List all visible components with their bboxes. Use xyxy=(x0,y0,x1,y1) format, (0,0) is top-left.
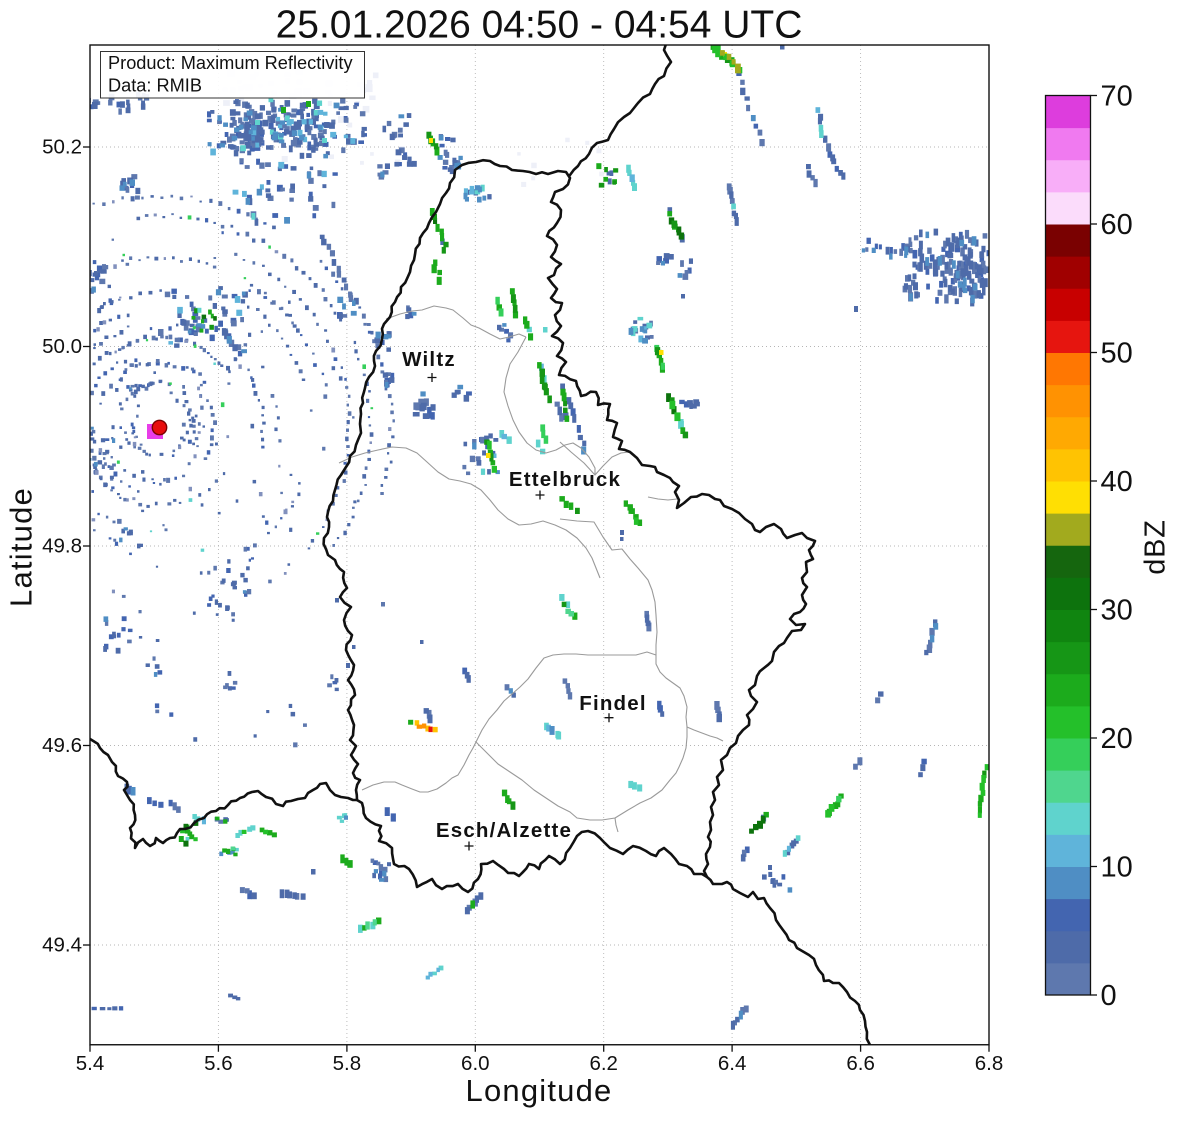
svg-text:Data: RMIB: Data: RMIB xyxy=(108,76,202,96)
svg-text:10: 10 xyxy=(1101,852,1133,884)
svg-text:5.4: 5.4 xyxy=(76,1052,105,1075)
svg-text:6.8: 6.8 xyxy=(975,1052,1004,1075)
svg-text:50: 50 xyxy=(1101,338,1133,370)
svg-text:40: 40 xyxy=(1101,466,1133,498)
svg-text:5.6: 5.6 xyxy=(204,1052,233,1075)
svg-text:5.8: 5.8 xyxy=(333,1052,362,1075)
svg-text:6.6: 6.6 xyxy=(846,1052,875,1075)
svg-text:Wiltz: Wiltz xyxy=(402,348,456,371)
svg-text:6.2: 6.2 xyxy=(589,1052,618,1075)
svg-text:70: 70 xyxy=(1101,81,1133,113)
svg-text:Product: Maximum Reflectivity: Product: Maximum Reflectivity xyxy=(108,53,353,73)
svg-text:50.0: 50.0 xyxy=(42,335,82,358)
svg-text:49.6: 49.6 xyxy=(42,734,82,757)
svg-text:6.0: 6.0 xyxy=(461,1052,490,1075)
svg-text:20: 20 xyxy=(1101,723,1133,755)
svg-text:Ettelbruck: Ettelbruck xyxy=(509,468,621,491)
svg-text:Esch/Alzette: Esch/Alzette xyxy=(436,819,572,842)
svg-text:49.8: 49.8 xyxy=(42,535,82,558)
svg-text:60: 60 xyxy=(1101,209,1133,241)
svg-text:0: 0 xyxy=(1101,980,1117,1012)
svg-text:50.2: 50.2 xyxy=(42,136,82,159)
svg-text:dBZ: dBZ xyxy=(1140,519,1172,575)
svg-text:Latitude: Latitude xyxy=(4,487,39,607)
svg-text:49.4: 49.4 xyxy=(42,934,82,957)
svg-text:25.01.2026 04:50 - 04:54 UTC: 25.01.2026 04:50 - 04:54 UTC xyxy=(276,4,803,47)
svg-text:6.4: 6.4 xyxy=(718,1052,747,1075)
svg-text:Findel: Findel xyxy=(579,692,647,715)
svg-text:30: 30 xyxy=(1101,595,1133,627)
svg-text:Longitude: Longitude xyxy=(466,1073,613,1108)
